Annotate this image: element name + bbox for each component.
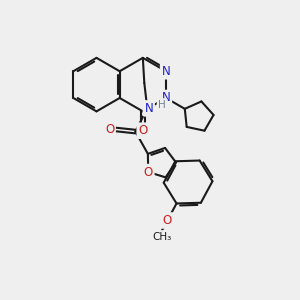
- Text: N: N: [144, 102, 153, 115]
- Text: O: O: [163, 214, 172, 227]
- Text: O: O: [144, 166, 153, 178]
- Text: N: N: [162, 92, 170, 104]
- Text: CH₃: CH₃: [153, 232, 172, 242]
- Text: O: O: [138, 124, 148, 137]
- Text: H: H: [158, 100, 166, 110]
- Text: N: N: [162, 65, 170, 78]
- Text: O: O: [105, 123, 114, 136]
